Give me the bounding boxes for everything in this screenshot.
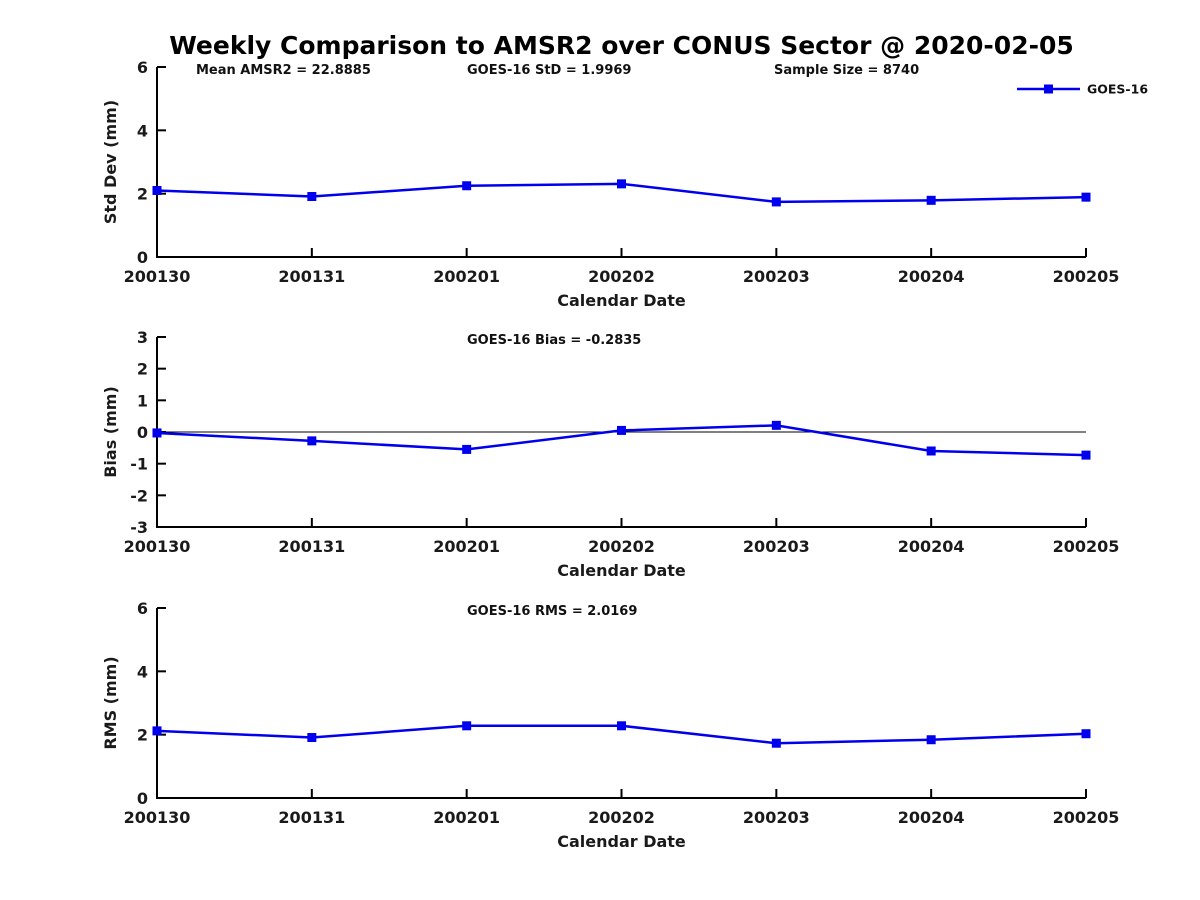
data-point-marker — [1081, 192, 1091, 202]
y-axis-title: Std Dev (mm) — [101, 100, 120, 224]
data-point-marker — [926, 195, 936, 205]
x-tick-label: 200201 — [433, 808, 500, 827]
y-tick-label: 1 — [137, 391, 148, 410]
y-tick-label: 0 — [137, 423, 148, 442]
data-point-marker — [307, 436, 317, 446]
legend-square-marker-icon — [1044, 84, 1053, 94]
x-tick-label: 200130 — [124, 267, 191, 286]
data-point-marker — [1081, 729, 1091, 739]
data-point-marker — [617, 425, 626, 435]
axis-frame — [156, 608, 1086, 799]
data-point-marker — [307, 733, 317, 743]
data-point-marker — [152, 726, 162, 736]
x-tick-label: 200204 — [898, 808, 965, 827]
x-axis-title: Calendar Date — [557, 832, 686, 851]
y-tick-label: 4 — [137, 662, 148, 681]
x-tick-label: 200201 — [433, 537, 500, 556]
y-tick-label: -1 — [130, 455, 148, 474]
y-axis-title: RMS (mm) — [101, 656, 120, 749]
y-tick-label: 0 — [137, 789, 148, 808]
data-point-marker — [152, 186, 162, 195]
y-tick-label: 4 — [137, 121, 148, 140]
x-tick-label: 200201 — [433, 267, 500, 286]
data-point-marker — [462, 181, 472, 191]
data-point-marker — [926, 446, 936, 456]
x-tick-label: 200205 — [1053, 808, 1120, 827]
annotation-goes16-std: GOES-16 StD = 1.9969 — [467, 63, 631, 78]
data-point-marker — [1081, 450, 1091, 460]
y-tick-label: 6 — [137, 599, 148, 618]
annotation-mean-amsr2: Mean AMSR2 = 22.8885 — [196, 63, 371, 78]
y-tick-label: 6 — [137, 58, 148, 77]
data-point-marker — [771, 738, 781, 748]
x-tick-label: 200130 — [124, 808, 191, 827]
x-tick-label: 200205 — [1053, 537, 1120, 556]
x-tick-label: 200205 — [1053, 267, 1120, 286]
y-tick-label: 2 — [137, 360, 148, 379]
x-tick-label: 200203 — [743, 808, 810, 827]
data-point-marker — [152, 428, 162, 438]
x-tick-label: 200131 — [278, 267, 345, 286]
x-tick-label: 200203 — [743, 267, 810, 286]
data-point-marker — [926, 735, 936, 745]
x-tick-label: 200202 — [588, 537, 655, 556]
x-tick-label: 200131 — [278, 808, 345, 827]
x-tick-label: 200204 — [898, 537, 965, 556]
x-tick-label: 200131 — [278, 537, 345, 556]
y-tick-label: 3 — [137, 328, 148, 347]
y-tick-label: 0 — [137, 248, 148, 267]
data-point-marker — [771, 197, 781, 207]
annotation-goes16-bias: GOES-16 Bias = -0.2835 — [467, 333, 641, 348]
x-tick-label: 200203 — [743, 537, 810, 556]
y-axis-title: Bias (mm) — [101, 386, 120, 478]
data-point-marker — [462, 721, 472, 731]
legend: GOES-16 — [1017, 82, 1148, 97]
figure-title: Weekly Comparison to AMSR2 over CONUS Se… — [169, 31, 1074, 60]
x-axis-title: Calendar Date — [557, 561, 686, 580]
annotation-sample-size: Sample Size = 8740 — [774, 63, 919, 78]
x-axis-title: Calendar Date — [557, 291, 686, 310]
data-point-marker — [307, 192, 317, 202]
x-tick-label: 200202 — [588, 267, 655, 286]
x-tick-label: 200202 — [588, 808, 655, 827]
data-point-marker — [462, 444, 472, 454]
x-tick-label: 200204 — [898, 267, 965, 286]
y-tick-label: -3 — [130, 518, 148, 537]
rms-chart: 0 2 4 6 200130 200131 200201 200202 200203 200204… — [101, 599, 1119, 851]
bias-chart: -3 -2 -1 0 1 2 3 200130 200131 200201 200202 200203… — [101, 328, 1119, 580]
annotation-goes16-rms: GOES-16 RMS = 2.0169 — [467, 604, 637, 619]
y-tick-label: -2 — [130, 486, 148, 505]
legend-label: GOES-16 — [1087, 82, 1148, 97]
data-point-marker — [617, 179, 626, 189]
std-dev-chart: 0 2 4 6 200130 200131 200201 200202 200203 200204… — [101, 58, 1119, 310]
y-tick-label: 2 — [137, 185, 148, 204]
axis-frame — [156, 67, 1086, 258]
x-tick-label: 200130 — [124, 537, 191, 556]
data-point-marker — [617, 721, 626, 731]
data-point-marker — [771, 420, 781, 430]
y-tick-label: 2 — [137, 726, 148, 745]
